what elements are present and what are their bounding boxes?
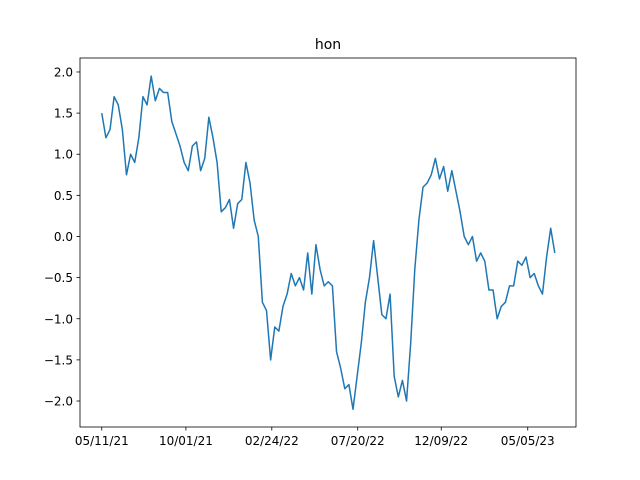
plot-frame [79,57,577,428]
y-tick-label: −1.0 [44,312,73,326]
x-tick-label: 05/05/23 [501,434,555,448]
y-tick-label: 1.0 [54,148,73,162]
chart-title: hon [315,37,341,53]
y-tick-label: 2.0 [54,65,73,79]
y-tick-label: −0.5 [44,271,73,285]
x-tick-label: 07/20/22 [331,434,385,448]
x-tick-label: 05/11/21 [75,434,129,448]
y-tick-label: −2.0 [44,395,73,409]
y-tick-label: 0.5 [54,189,73,203]
x-tick-label: 02/24/22 [245,434,299,448]
y-tick-label: 0.0 [54,230,73,244]
x-tick-label: 10/01/21 [159,434,213,448]
x-tick-label: 12/09/22 [414,434,468,448]
y-tick-label: −1.5 [44,353,73,367]
y-tick-label: 1.5 [54,107,73,121]
line [101,75,556,410]
